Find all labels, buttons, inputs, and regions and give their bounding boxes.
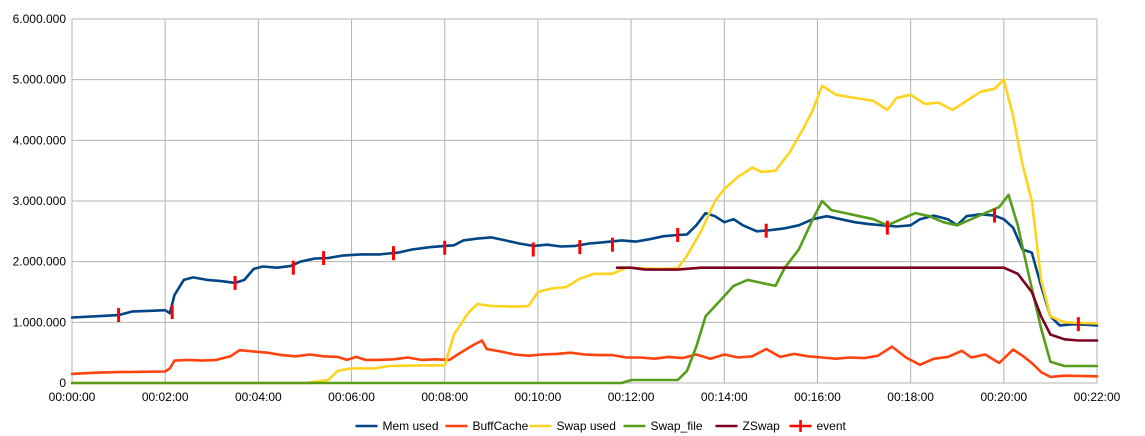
y-tick-label: 3.000.000 [13, 194, 67, 208]
x-tick-label: 00:04:00 [235, 390, 282, 404]
y-tick-label: 0 [59, 376, 66, 390]
series-layer [70, 78, 1099, 385]
series-line-zswap [615, 266, 1099, 342]
x-axis-tick-labels: 00:00:00 00:02:00 00:04:00 00:06:00 00:08:00… [49, 390, 1121, 404]
y-tick-label: 6.000.000 [13, 12, 67, 26]
legend-label-zswap: ZSwap [743, 419, 781, 433]
x-tick-label: 00:08:00 [421, 390, 468, 404]
y-axis-tick-labels: 0 1.000.000 2.000.000 3.000.000 4.000.000 5.0… [13, 12, 67, 390]
y-tick-label: 1.000.000 [13, 315, 67, 329]
legend-label-mem-used: Mem used [383, 419, 439, 433]
x-tick-label: 00:10:00 [515, 390, 562, 404]
x-tick-label: 00:00:00 [49, 390, 96, 404]
y-tick-label: 5.000.000 [13, 73, 67, 87]
legend-label-event: event [817, 419, 847, 433]
x-tick-label: 00:14:00 [701, 390, 748, 404]
legend-label-swap-file: Swap_file [651, 419, 703, 433]
legend-label-buffcache: BuffCache [473, 419, 529, 433]
series-line-swap-file [70, 193, 1099, 385]
legend-label-swap-used: Swap used [557, 419, 616, 433]
series-line-swap-used [70, 78, 1099, 385]
x-tick-label: 00:22:00 [1074, 390, 1121, 404]
x-tick-label: 00:06:00 [328, 390, 375, 404]
x-tick-label: 00:20:00 [980, 390, 1027, 404]
series-line-buffcache [70, 339, 1099, 379]
x-tick-label: 00:16:00 [794, 390, 841, 404]
legend: Mem used BuffCache Swap used Swap_file ZSwap… [355, 419, 847, 433]
series-line-mem-used [70, 211, 1099, 327]
x-tick-label: 00:12:00 [608, 390, 655, 404]
x-tick-label: 00:18:00 [887, 390, 934, 404]
y-tick-label: 2.000.000 [13, 255, 67, 269]
y-tick-label: 4.000.000 [13, 133, 67, 147]
x-tick-label: 00:02:00 [142, 390, 189, 404]
event-markers [117, 208, 1080, 332]
